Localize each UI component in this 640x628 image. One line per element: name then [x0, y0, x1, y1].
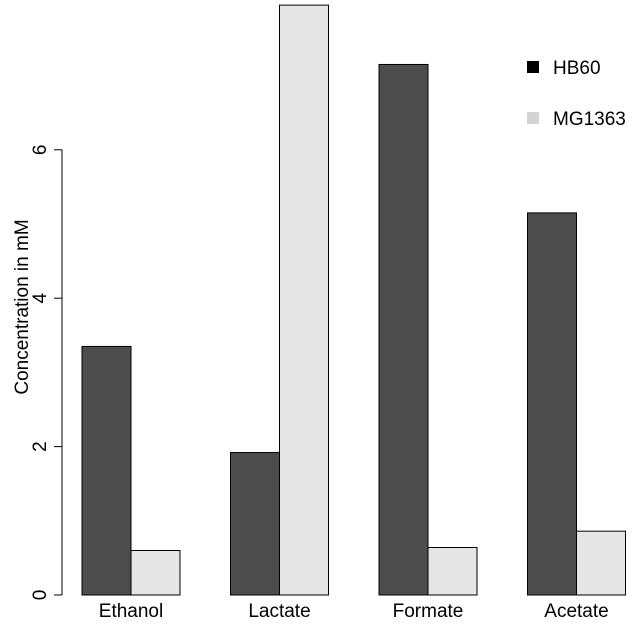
y-tick-label: 4 — [30, 292, 51, 303]
bars — [81, 4, 626, 596]
legend-swatch-hb60 — [527, 61, 539, 73]
legend: HB60 MG1363 — [527, 58, 626, 130]
y-tick-label: 2 — [30, 441, 51, 452]
bar-hb60-formate — [378, 63, 429, 596]
y-tick-label: 0 — [30, 590, 51, 601]
bar-mg1363-acetate — [576, 530, 626, 596]
x-category-label: Lactate — [248, 601, 310, 622]
legend-label-hb60: HB60 — [553, 58, 601, 79]
y-tick-label: 6 — [30, 145, 51, 156]
bar-hb60-acetate — [527, 212, 577, 596]
bar-mg1363-lactate — [279, 4, 329, 596]
bar-hb60-ethanol — [81, 345, 132, 596]
y-axis: 0 2 4 6 — [30, 145, 63, 601]
legend-swatch-mg1363 — [527, 112, 539, 124]
x-category-label: Acetate — [544, 601, 608, 622]
y-axis-title: Concentration in mM — [12, 219, 33, 394]
x-category-label: Ethanol — [99, 601, 163, 622]
bar-mg1363-formate — [427, 547, 478, 596]
category-labels: Ethanol Lactate Formate Acetate — [99, 601, 609, 622]
legend-label-mg1363: MG1363 — [553, 109, 626, 130]
x-category-label: Formate — [393, 601, 464, 622]
bar-hb60-lactate — [230, 452, 280, 596]
bar-mg1363-ethanol — [130, 549, 181, 596]
